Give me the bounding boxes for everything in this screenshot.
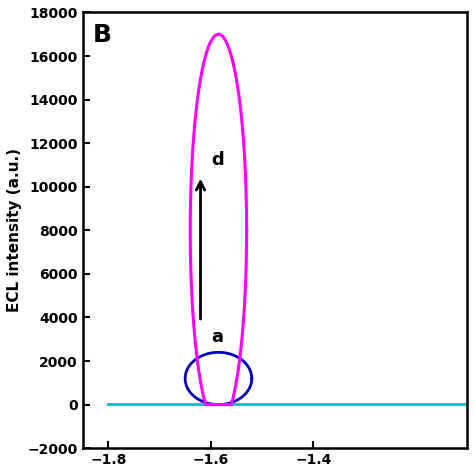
Text: d: d [211,151,224,169]
Y-axis label: ECL intensity (a.u.): ECL intensity (a.u.) [7,148,22,312]
Text: B: B [93,23,112,47]
Text: a: a [211,328,223,346]
